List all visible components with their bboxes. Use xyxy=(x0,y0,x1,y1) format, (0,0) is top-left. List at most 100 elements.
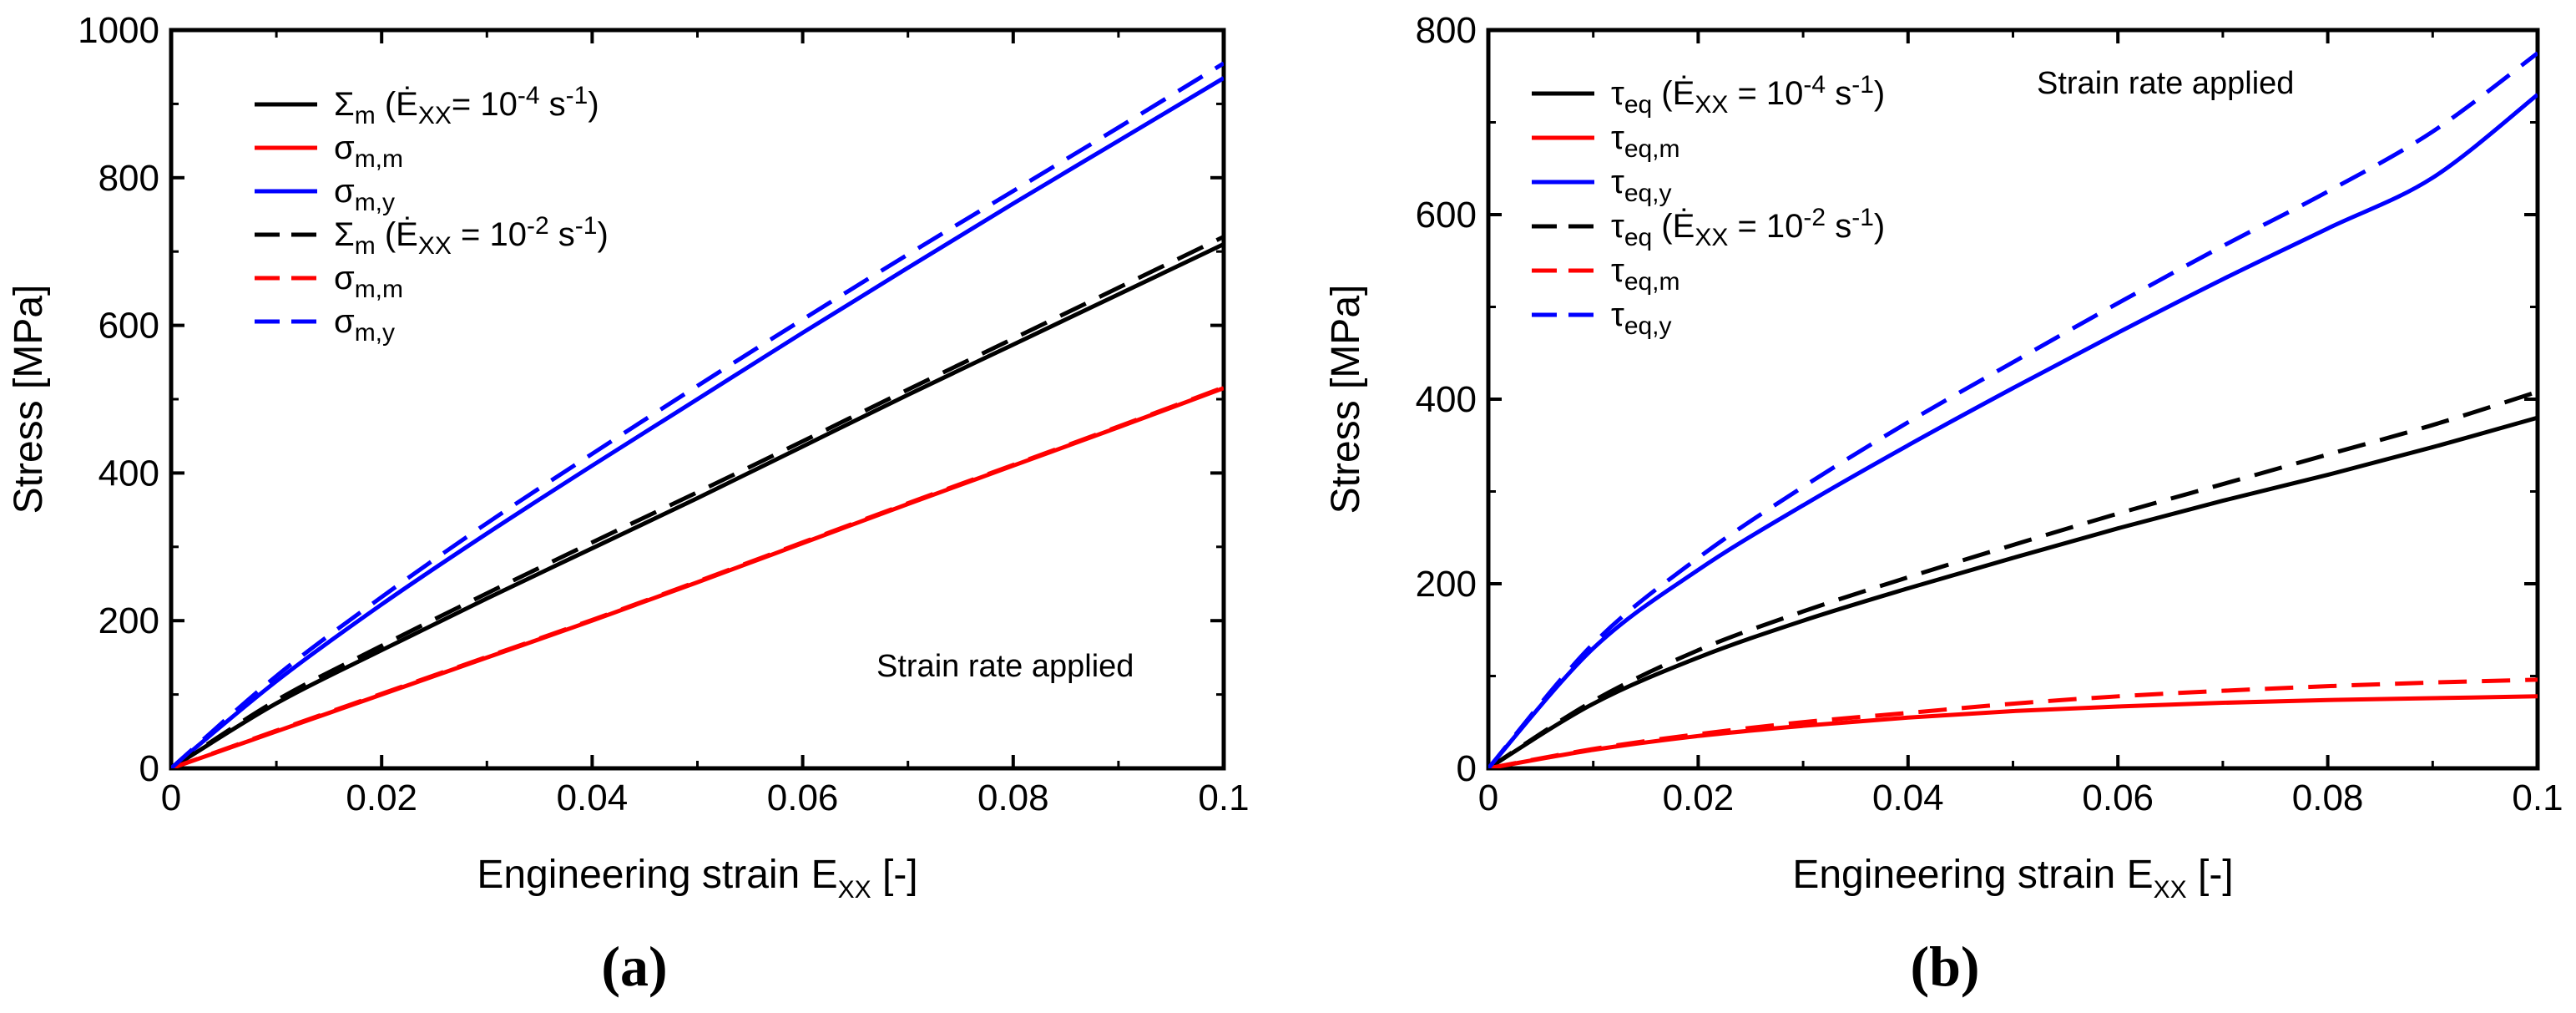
legend-main: σ xyxy=(334,129,355,166)
legend-rest: (Ė xyxy=(1652,207,1695,245)
legend-rest2: = 10 xyxy=(1728,75,1803,112)
legend-sup2: -1 xyxy=(566,82,588,109)
series-line-2 xyxy=(171,386,1224,768)
legend-label-3: σm,y xyxy=(334,173,395,216)
x-tick-label: 0.02 xyxy=(346,777,417,818)
series-line-5 xyxy=(171,385,1224,768)
legend-label-5: τeq,m xyxy=(1611,252,1680,296)
legend-sup: -2 xyxy=(527,212,549,240)
legend-rest3: s xyxy=(549,216,575,253)
legend-main: τ xyxy=(1611,75,1624,112)
legend-end: ) xyxy=(1874,208,1885,245)
legend-rest3: s xyxy=(1826,75,1851,112)
series-line-4 xyxy=(171,235,1224,768)
series-line-6 xyxy=(171,61,1224,768)
x-axis-title-sub: XX xyxy=(2154,876,2187,904)
legend-label-4: Σm (ĖXX = 10-2 s-1) xyxy=(334,212,609,260)
series-line-3 xyxy=(171,76,1224,768)
y-tick-label: 400 xyxy=(98,453,159,494)
x-tick-label: 0.04 xyxy=(1872,777,1944,818)
legend-main: τ xyxy=(1611,252,1624,289)
x-tick-label: 0 xyxy=(161,777,181,818)
legend: Σm (ĖXX= 10-4 s-1)σm,mσm,yΣm (ĖXX = 10-2… xyxy=(255,82,609,347)
series-line-3 xyxy=(1488,93,2538,768)
legend-rest: (Ė xyxy=(376,215,418,253)
legend-sub: eq,y xyxy=(1624,180,1672,207)
legend-rest2: = 10 xyxy=(452,86,518,123)
legend-label-5: σm,m xyxy=(334,260,403,303)
legend-rest2: = 10 xyxy=(1728,208,1803,245)
legend-sup2: -1 xyxy=(575,212,598,240)
legend-rest3: s xyxy=(540,86,566,123)
x-tick-label: 0.08 xyxy=(2292,777,2364,818)
y-tick-label: 1000 xyxy=(78,10,159,51)
legend-sup2: -1 xyxy=(1851,204,1874,231)
series-line-5 xyxy=(1488,677,2538,768)
legend-sup: -4 xyxy=(518,82,540,109)
legend-sup: -4 xyxy=(1803,71,1826,99)
legend-sub2: XX xyxy=(418,232,452,260)
y-tick-label: 0 xyxy=(139,748,159,789)
y-tick-label: 0 xyxy=(1457,748,1477,789)
legend-main: τ xyxy=(1611,164,1624,200)
legend-end: ) xyxy=(1874,75,1885,112)
y-tick-label: 400 xyxy=(1416,379,1477,420)
legend-main: Σ xyxy=(334,86,355,123)
legend-rest3: s xyxy=(1826,208,1851,245)
legend-label-2: σm,m xyxy=(334,129,403,173)
y-tick-label: 200 xyxy=(98,600,159,641)
legend-label-1: τeq (ĖXX = 10-4 s-1) xyxy=(1611,71,1885,119)
legend-main: Σ xyxy=(334,216,355,253)
series-line-1 xyxy=(1488,415,2538,768)
legend-sup: -2 xyxy=(1803,204,1826,231)
x-tick-label: 0.04 xyxy=(557,777,629,818)
legend-main: σ xyxy=(334,260,355,296)
legend-sub: eq xyxy=(1624,91,1652,119)
legend-main: τ xyxy=(1611,119,1624,156)
legend-end: ) xyxy=(597,216,608,253)
x-axis-title: Engineering strain EXX [-] xyxy=(477,853,917,904)
x-tick-label: 0 xyxy=(1478,777,1498,818)
legend-main: τ xyxy=(1611,208,1624,245)
y-tick-label: 800 xyxy=(1416,10,1477,51)
legend-sub: eq xyxy=(1624,224,1652,251)
x-tick-label: 0.06 xyxy=(767,777,839,818)
legend-sub: m,y xyxy=(355,189,395,216)
y-tick-label: 600 xyxy=(98,306,159,347)
x-axis-title-suffix: [-] xyxy=(2187,853,2234,897)
legend-sub: m,m xyxy=(355,145,403,173)
legend-sub: eq,m xyxy=(1624,135,1680,163)
legend-label-6: τeq,y xyxy=(1611,296,1672,340)
legend-label-2: τeq,m xyxy=(1611,119,1680,163)
legend-main: τ xyxy=(1611,296,1624,333)
x-axis-title-sub: XX xyxy=(838,876,871,904)
x-axis-title-main: Engineering strain E xyxy=(1792,853,2153,897)
series-line-1 xyxy=(171,242,1224,768)
chart-panel-1: 0 0.02 0.04 0.06 0.08 0.1 0 200 400 600 800 1000 Eng… xyxy=(7,10,1250,998)
y-tick-label: 600 xyxy=(1416,195,1477,236)
x-tick-label: 0.1 xyxy=(1198,777,1249,818)
legend-rest: (Ė xyxy=(376,85,418,123)
legend-sub: eq,y xyxy=(1624,312,1672,340)
legend-rest2: = 10 xyxy=(452,216,527,253)
legend-rest: (Ė xyxy=(1652,74,1695,112)
x-tick-label: 0.1 xyxy=(2512,777,2563,818)
legend-sub2: XX xyxy=(1695,224,1728,251)
series-line-2 xyxy=(1488,694,2538,768)
legend-label-4: τeq (ĖXX = 10-2 s-1) xyxy=(1611,204,1885,251)
legend-sub: eq,m xyxy=(1624,268,1680,296)
legend-sub: m xyxy=(355,232,376,260)
x-tick-label: 0.06 xyxy=(2082,777,2154,818)
legend-sub: m,y xyxy=(355,319,395,347)
legend-main: σ xyxy=(334,303,355,340)
legend-sub2: XX xyxy=(1695,91,1728,119)
legend-sup2: -1 xyxy=(1851,71,1874,99)
y-tick-label: 800 xyxy=(98,158,159,199)
y-axis-title: Stress [MPa] xyxy=(1324,285,1368,514)
legend-end: ) xyxy=(588,86,599,123)
chart-panel-2: 0 0.02 0.04 0.06 0.08 0.1 0 200 400 600 800 Enginee… xyxy=(1324,10,2563,998)
x-axis-title-suffix: [-] xyxy=(871,853,918,897)
legend-label-6: σm,y xyxy=(334,303,395,347)
